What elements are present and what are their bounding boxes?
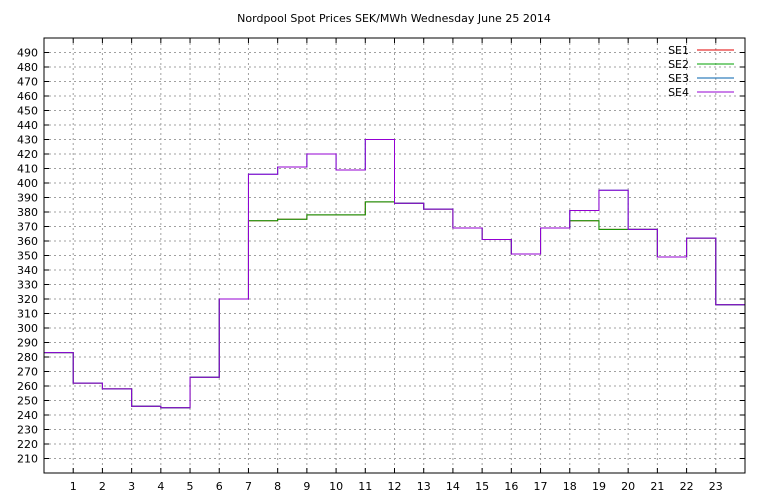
- x-tick-label: 8: [274, 480, 281, 493]
- y-tick-label: 250: [17, 395, 38, 408]
- y-tick-label: 410: [17, 163, 38, 176]
- y-tick-label: 330: [17, 279, 38, 292]
- y-tick-label: 370: [17, 221, 38, 234]
- legend-label: SE4: [668, 86, 689, 99]
- y-tick-label: 240: [17, 409, 38, 422]
- x-tick-label: 21: [650, 480, 664, 493]
- y-tick-label: 490: [17, 47, 38, 60]
- y-tick-label: 300: [17, 322, 38, 335]
- x-tick-label: 14: [446, 480, 460, 493]
- y-tick-label: 450: [17, 105, 38, 118]
- x-tick-label: 17: [534, 480, 548, 493]
- series-line-se4: [44, 139, 745, 409]
- x-tick-label: 19: [592, 480, 606, 493]
- x-tick-label: 6: [216, 480, 223, 493]
- y-tick-label: 470: [17, 76, 38, 89]
- y-tick-label: 380: [17, 206, 38, 219]
- y-tick-label: 440: [17, 119, 38, 132]
- y-tick-label: 420: [17, 148, 38, 161]
- axis-ticks: 2102202302402502602702802903003103203303…: [17, 38, 745, 493]
- chart-title: Nordpool Spot Prices SEK/MWh Wednesday J…: [237, 12, 551, 25]
- y-tick-label: 260: [17, 380, 38, 393]
- y-tick-label: 280: [17, 351, 38, 364]
- y-tick-label: 290: [17, 337, 38, 350]
- legend-label: SE3: [668, 72, 689, 85]
- y-tick-label: 270: [17, 366, 38, 379]
- y-tick-label: 230: [17, 424, 38, 437]
- y-tick-label: 350: [17, 250, 38, 263]
- x-tick-label: 11: [358, 480, 372, 493]
- x-tick-label: 2: [99, 480, 106, 493]
- x-tick-label: 12: [388, 480, 402, 493]
- x-tick-label: 16: [504, 480, 518, 493]
- grid: [44, 38, 745, 473]
- y-tick-label: 220: [17, 438, 38, 451]
- x-tick-label: 22: [680, 480, 694, 493]
- x-tick-label: 3: [128, 480, 135, 493]
- y-tick-label: 210: [17, 453, 38, 466]
- x-tick-label: 13: [417, 480, 431, 493]
- y-tick-label: 360: [17, 235, 38, 248]
- y-tick-label: 310: [17, 308, 38, 321]
- x-tick-label: 10: [329, 480, 343, 493]
- x-tick-label: 15: [475, 480, 489, 493]
- y-tick-label: 430: [17, 134, 38, 147]
- x-tick-label: 18: [563, 480, 577, 493]
- y-tick-label: 460: [17, 90, 38, 103]
- series-lines: [44, 139, 745, 409]
- x-tick-label: 9: [303, 480, 310, 493]
- x-tick-label: 1: [70, 480, 77, 493]
- y-tick-label: 320: [17, 293, 38, 306]
- x-tick-label: 20: [621, 480, 635, 493]
- y-tick-label: 480: [17, 61, 38, 74]
- legend-label: SE2: [668, 58, 689, 71]
- y-tick-label: 400: [17, 177, 38, 190]
- x-tick-label: 5: [187, 480, 194, 493]
- x-tick-label: 4: [157, 480, 164, 493]
- legend-label: SE1: [668, 44, 689, 57]
- x-tick-label: 23: [709, 480, 723, 493]
- x-tick-label: 7: [245, 480, 252, 493]
- y-tick-label: 340: [17, 264, 38, 277]
- y-tick-label: 390: [17, 192, 38, 205]
